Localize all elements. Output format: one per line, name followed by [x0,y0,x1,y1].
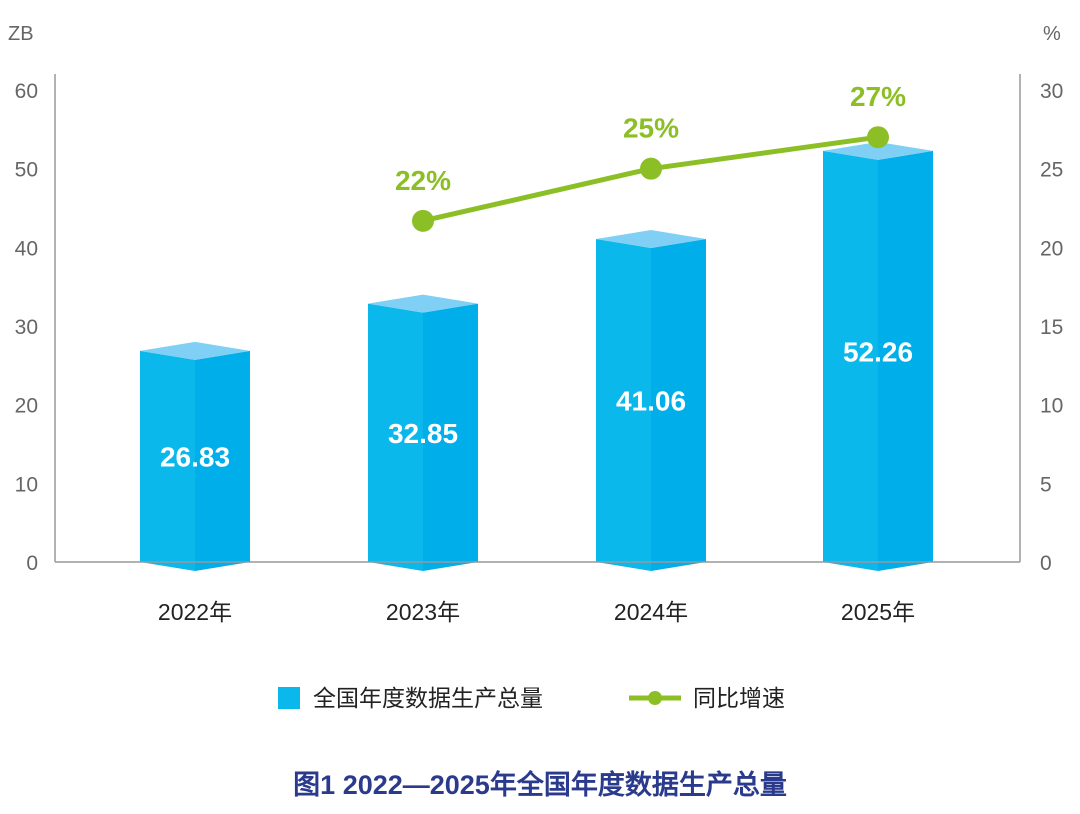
growth-label: 25% [623,113,679,144]
chart-title: 图1 2022—2025年全国年度数据生产总量 [293,769,787,800]
bar-front-right [651,238,706,571]
legend-line-marker [648,691,662,705]
growth-label: 27% [850,81,906,112]
right-tick-label: 10 [1040,395,1063,418]
left-tick-label: 60 [15,80,38,103]
bar-value-label: 52.26 [843,336,913,367]
right-tick-label: 5 [1040,473,1052,496]
bar-top [140,341,250,360]
left-tick-label: 30 [15,316,38,339]
bar: 26.83 [140,341,250,571]
right-tick-label: 15 [1040,316,1063,339]
legend-line-label: 同比增速 [693,685,785,711]
bar: 32.85 [368,294,478,571]
bar-front-left [140,350,195,571]
x-tick-label: 2022年 [158,599,232,625]
bar-top [823,141,933,160]
bar-value-label: 26.83 [160,441,230,472]
left-tick-label: 40 [15,237,38,260]
bar-front-right [878,150,933,571]
right-axis-unit: % [1043,23,1061,45]
legend-bar-label: 全国年度数据生产总量 [313,685,543,711]
growth-label: 22% [395,165,451,196]
bar-top [596,229,706,248]
growth-point [412,209,434,232]
x-tick-label: 2023年 [386,599,460,625]
bar-front-right [423,303,478,571]
growth-point [867,126,889,149]
x-tick-label: 2025年 [841,599,915,625]
left-tick-label: 10 [15,473,38,496]
left-tick-label: 0 [26,552,38,575]
legend: 全国年度数据生产总量 同比增速 [278,685,785,711]
bar-front-right [195,350,250,571]
bar-front-left [823,150,878,571]
left-tick-label: 50 [15,159,38,182]
right-tick-label: 20 [1040,237,1063,260]
bar-front-left [596,238,651,571]
bar-top [368,294,478,313]
left-tick-label: 20 [15,395,38,418]
right-tick-label: 25 [1040,159,1063,182]
bar-value-label: 32.85 [388,418,458,449]
bar-front-left [368,303,423,571]
bar: 52.26 [823,141,933,571]
legend-bar-swatch [278,687,300,709]
left-axis-unit: ZB [8,23,34,45]
growth-point [640,157,662,180]
bar-value-label: 41.06 [616,385,686,416]
right-tick-label: 0 [1040,552,1052,575]
right-tick-label: 30 [1040,80,1063,103]
bar: 41.06 [596,229,706,571]
x-tick-label: 2024年 [614,599,688,625]
